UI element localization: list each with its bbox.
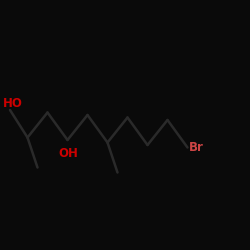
- Text: OH: OH: [59, 147, 78, 160]
- Text: HO: HO: [3, 97, 23, 110]
- Text: Br: Br: [189, 141, 204, 154]
